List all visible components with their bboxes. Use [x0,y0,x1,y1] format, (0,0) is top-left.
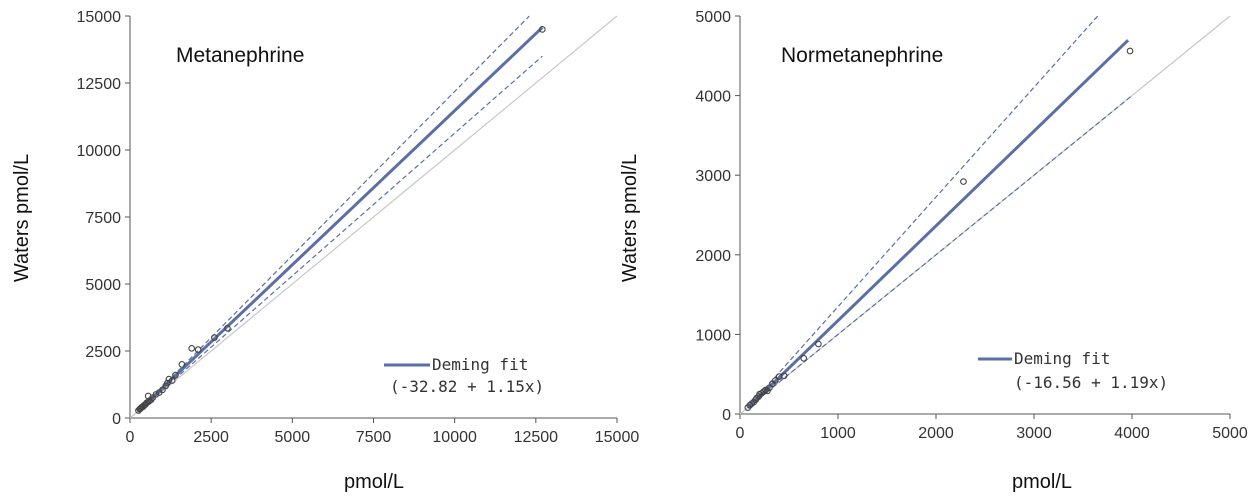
x-tick-label: 1000 [820,425,856,442]
legend: Deming fit (-16.56 + 1.19x) [978,349,1168,392]
data-point [165,375,173,383]
x-tick-label: 10000 [432,429,477,446]
y-tick-label: 15000 [77,9,122,26]
x-tick-label: 2000 [918,425,954,442]
ci-lower-line [137,55,543,412]
deming-fit-line [137,26,544,413]
y-tick-label: 2500 [85,344,121,361]
data-point [960,178,967,185]
legend: Deming fit (-32.82 + 1.15x) [384,355,544,396]
data-point [800,354,808,362]
data-point [771,377,779,384]
legend-equation: (-32.82 + 1.15x) [390,377,544,396]
x-tick-label: 5000 [275,429,311,446]
x-tick-label: 7500 [356,429,392,446]
data-point [152,391,160,398]
y-tick-label: 0 [722,407,731,424]
x-tick-label: 4000 [1114,425,1150,442]
data-point [224,324,231,332]
y-tick-label: 12500 [77,76,122,93]
x-tick-label: 5000 [1212,425,1248,442]
x-tick-label: 2500 [193,429,229,446]
y-tick-label: 7500 [85,210,121,227]
legend-equation: (-16.56 + 1.19x) [1014,373,1168,392]
data-point [746,401,754,409]
y-tick-label: 0 [112,411,121,428]
data-point [211,334,218,341]
ci-lower-line [747,95,1133,409]
data-point [815,340,822,348]
fit-lines [739,15,1231,415]
data-points [744,47,1134,411]
deming-fit-line [746,39,1130,409]
identity-line [129,15,618,419]
y-tick-label: 3000 [695,168,731,185]
y-tick-label: 5000 [85,277,121,294]
data-point [775,373,783,380]
data-points [135,26,546,414]
metanephrine-chart: Metanephrine Waters pmol/L pmol/L 0 2500 5… [11,9,639,493]
data-point [144,392,152,400]
x-tick-label: 15000 [595,429,640,446]
y-tick-label: 2000 [695,248,731,265]
y-tick-label: 5000 [695,9,731,26]
tick-labels: 0 1000 2000 3000 4000 5000 0 1000 2000 3000 4000 50… [695,9,1247,442]
y-tick-label: 4000 [695,89,731,106]
data-point [760,388,767,396]
x-tick-label: 12500 [514,429,559,446]
data-point [168,377,176,384]
ci-upper-line [137,15,530,412]
x-axis-label: pmol/L [1012,471,1072,493]
data-point [194,346,202,354]
y-axis-label: Waters pmol/L [11,154,33,282]
fit-lines [129,15,618,419]
data-point [748,400,756,408]
y-axis-label: Waters pmol/L [619,154,641,282]
y-tick-label: 10000 [77,143,122,160]
x-tick-label: 0 [126,429,135,446]
data-point [780,372,788,380]
data-point [163,379,171,387]
tick-labels: 0 2500 5000 7500 10000 12500 15000 0 2500 5000 750… [77,9,640,446]
y-tick-label: 1000 [695,327,731,344]
normetanephrine-chart: Normetanephrine Waters pmol/L pmol/L 0 10… [619,9,1248,493]
legend-label: Deming fit [432,355,528,374]
legend-label: Deming fit [1014,349,1110,368]
chart-title: Metanephrine [176,44,304,67]
data-point [538,26,546,33]
chart-title: Normetanephrine [781,44,943,67]
data-point [172,371,179,379]
data-point [188,344,196,352]
x-axis-label: pmol/L [344,471,404,493]
x-tick-label: 3000 [1016,425,1052,442]
data-point [159,386,166,394]
x-tick-label: 0 [736,425,745,442]
data-point [178,361,186,368]
data-point [1126,47,1134,55]
data-point [758,389,765,397]
